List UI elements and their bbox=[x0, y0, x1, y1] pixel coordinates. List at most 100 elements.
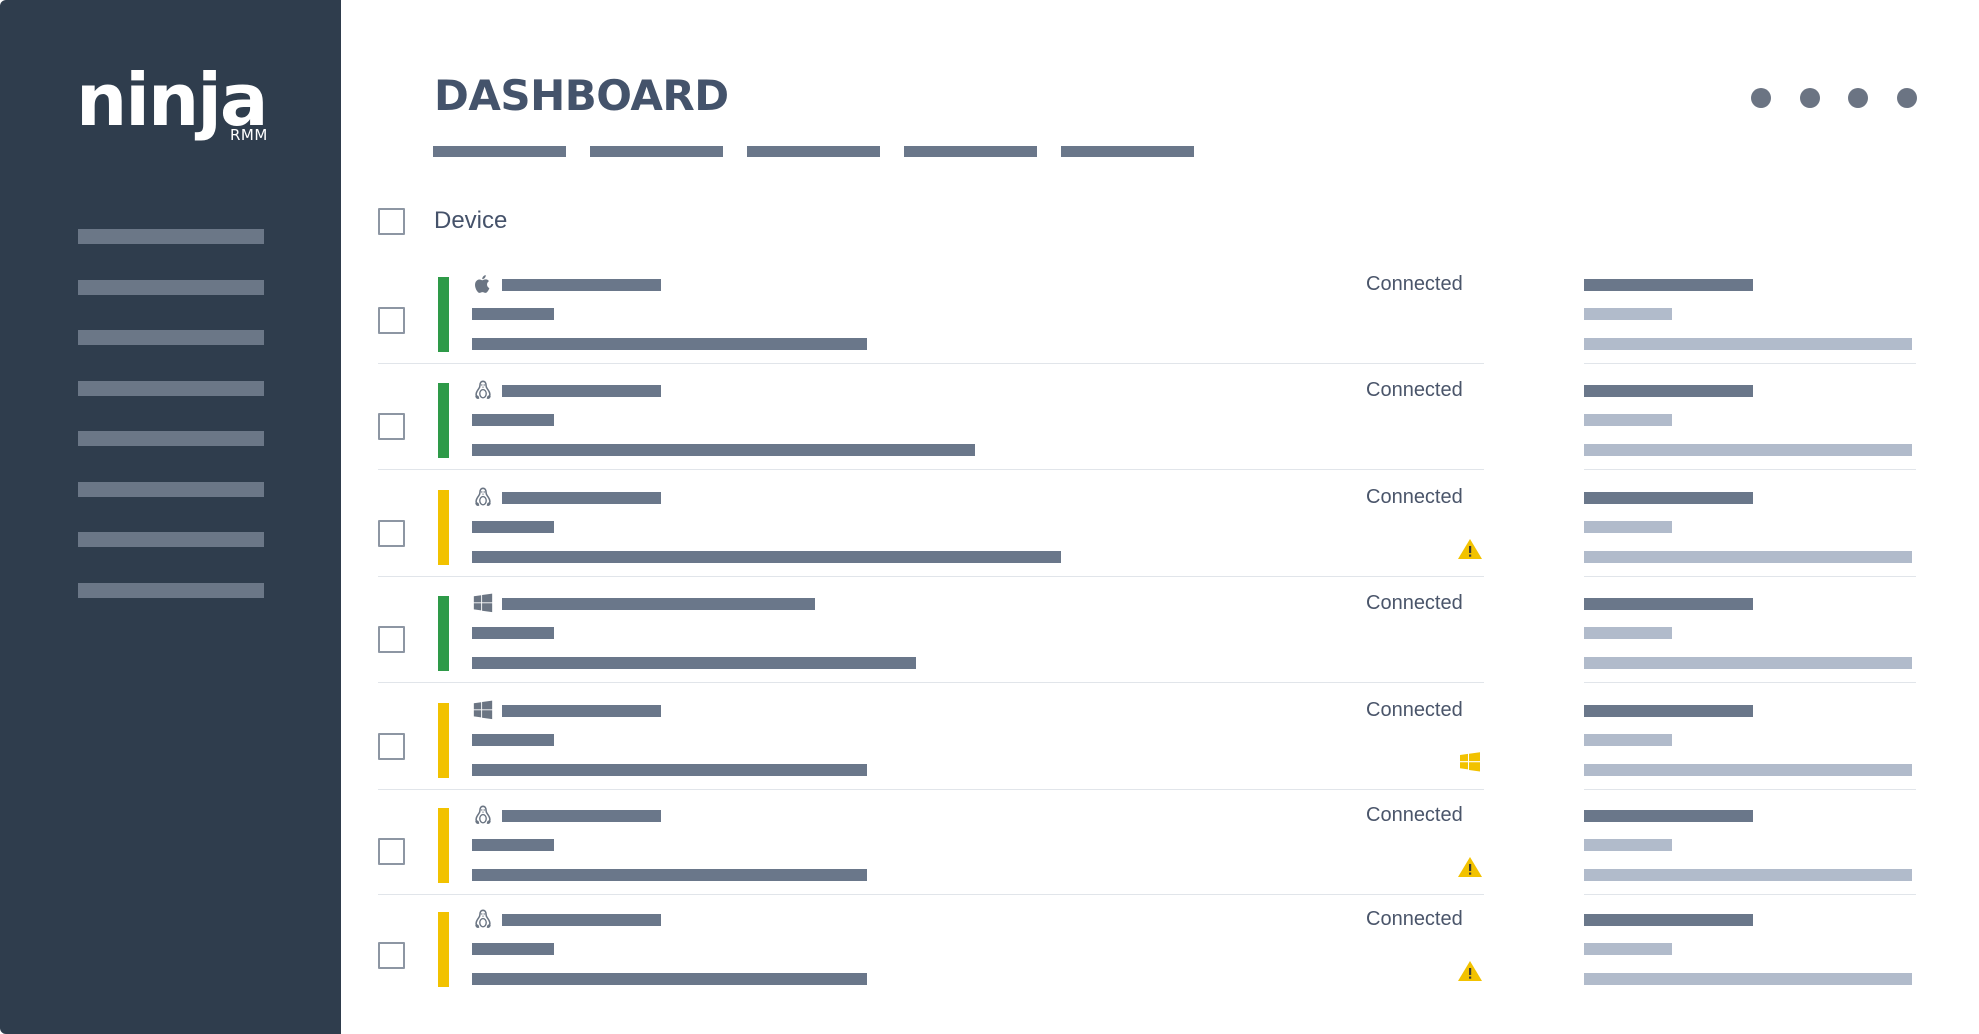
device-detail-placeholder bbox=[472, 734, 554, 746]
page-title: DASHBOARD bbox=[434, 71, 729, 120]
device-detail-placeholder bbox=[472, 308, 554, 320]
meta-tertiary-placeholder bbox=[1584, 338, 1912, 350]
device-name-placeholder[interactable] bbox=[502, 598, 815, 610]
row-checkbox[interactable] bbox=[378, 838, 405, 865]
connection-status: Connected bbox=[1366, 486, 1463, 508]
device-row[interactable]: Connected bbox=[378, 377, 1918, 483]
header-action-dot-1[interactable] bbox=[1751, 88, 1771, 108]
tab-3[interactable] bbox=[747, 146, 880, 157]
tab-4[interactable] bbox=[904, 146, 1037, 157]
apple-icon bbox=[472, 273, 494, 295]
device-detail-placeholder bbox=[472, 839, 554, 851]
device-name-placeholder[interactable] bbox=[502, 385, 661, 397]
row-checkbox[interactable] bbox=[378, 942, 405, 969]
device-row[interactable]: Connected bbox=[378, 590, 1918, 696]
connection-status: Connected bbox=[1366, 273, 1463, 295]
row-checkbox[interactable] bbox=[378, 413, 405, 440]
tab-5[interactable] bbox=[1061, 146, 1194, 157]
device-detail-placeholder bbox=[472, 414, 554, 426]
health-status-bar bbox=[438, 383, 449, 458]
device-column-header: Device bbox=[434, 207, 508, 234]
device-row[interactable]: Connected bbox=[378, 802, 1918, 908]
meta-secondary-placeholder bbox=[1584, 521, 1672, 533]
meta-primary-placeholder bbox=[1584, 598, 1753, 610]
row-divider bbox=[1584, 789, 1916, 790]
header-action-dot-3[interactable] bbox=[1848, 88, 1868, 108]
device-name-placeholder[interactable] bbox=[502, 279, 661, 291]
device-info-placeholder bbox=[472, 973, 867, 985]
row-divider bbox=[378, 682, 1484, 683]
sidebar-item-6[interactable] bbox=[78, 482, 264, 497]
health-status-bar bbox=[438, 912, 449, 987]
meta-tertiary-placeholder bbox=[1584, 869, 1912, 881]
sidebar-item-1[interactable] bbox=[78, 229, 264, 244]
device-name-placeholder[interactable] bbox=[502, 705, 661, 717]
row-divider bbox=[1584, 469, 1916, 470]
device-name-placeholder[interactable] bbox=[502, 810, 661, 822]
sidebar-item-4[interactable] bbox=[78, 381, 264, 396]
ninja-rmm-logo[interactable]: ninja RMM bbox=[76, 60, 276, 150]
device-info-placeholder bbox=[472, 551, 1061, 563]
sidebar-item-3[interactable] bbox=[78, 330, 264, 345]
linux-icon bbox=[472, 908, 494, 930]
header-action-dot-4[interactable] bbox=[1897, 88, 1917, 108]
warning-icon[interactable] bbox=[1457, 958, 1483, 984]
sidebar-item-8[interactable] bbox=[78, 583, 264, 598]
warning-icon[interactable] bbox=[1457, 854, 1483, 880]
row-divider bbox=[1584, 576, 1916, 577]
meta-primary-placeholder bbox=[1584, 914, 1753, 926]
health-status-bar bbox=[438, 703, 449, 778]
device-row[interactable]: Connected bbox=[378, 697, 1918, 803]
health-status-bar bbox=[438, 596, 449, 671]
row-divider bbox=[378, 894, 1484, 895]
sidebar-item-2[interactable] bbox=[78, 280, 264, 295]
warning-icon[interactable] bbox=[1457, 536, 1483, 562]
connection-status: Connected bbox=[1366, 908, 1463, 930]
row-checkbox[interactable] bbox=[378, 733, 405, 760]
device-name-placeholder[interactable] bbox=[502, 492, 661, 504]
linux-icon bbox=[472, 379, 494, 401]
windows-update-icon[interactable] bbox=[1457, 749, 1483, 775]
meta-secondary-placeholder bbox=[1584, 627, 1672, 639]
sidebar-item-7[interactable] bbox=[78, 532, 264, 547]
device-row[interactable]: Connected bbox=[378, 906, 1918, 1012]
meta-secondary-placeholder bbox=[1584, 734, 1672, 746]
select-all-checkbox[interactable] bbox=[378, 208, 405, 235]
row-divider bbox=[1584, 363, 1916, 364]
meta-secondary-placeholder bbox=[1584, 414, 1672, 426]
tab-2[interactable] bbox=[590, 146, 723, 157]
health-status-bar bbox=[438, 808, 449, 883]
row-divider bbox=[1584, 894, 1916, 895]
meta-secondary-placeholder bbox=[1584, 943, 1672, 955]
header-action-dot-2[interactable] bbox=[1800, 88, 1820, 108]
logo-wordmark: ninja bbox=[76, 58, 268, 142]
device-name-placeholder[interactable] bbox=[502, 914, 661, 926]
row-checkbox[interactable] bbox=[378, 626, 405, 653]
row-divider bbox=[378, 789, 1484, 790]
health-status-bar bbox=[438, 277, 449, 352]
meta-tertiary-placeholder bbox=[1584, 764, 1912, 776]
sidebar-item-5[interactable] bbox=[78, 431, 264, 446]
device-row[interactable]: Connected bbox=[378, 484, 1918, 590]
device-info-placeholder bbox=[472, 444, 975, 456]
meta-secondary-placeholder bbox=[1584, 308, 1672, 320]
tab-1[interactable] bbox=[433, 146, 566, 157]
meta-primary-placeholder bbox=[1584, 385, 1753, 397]
device-info-placeholder bbox=[472, 869, 867, 881]
meta-primary-placeholder bbox=[1584, 810, 1753, 822]
meta-primary-placeholder bbox=[1584, 705, 1753, 717]
device-detail-placeholder bbox=[472, 943, 554, 955]
device-info-placeholder bbox=[472, 338, 867, 350]
row-divider bbox=[1584, 682, 1916, 683]
health-status-bar bbox=[438, 490, 449, 565]
device-row[interactable]: Connected bbox=[378, 271, 1918, 377]
row-divider bbox=[378, 469, 1484, 470]
meta-primary-placeholder bbox=[1584, 279, 1753, 291]
meta-secondary-placeholder bbox=[1584, 839, 1672, 851]
meta-tertiary-placeholder bbox=[1584, 551, 1912, 563]
meta-tertiary-placeholder bbox=[1584, 444, 1912, 456]
row-checkbox[interactable] bbox=[378, 520, 405, 547]
row-checkbox[interactable] bbox=[378, 307, 405, 334]
row-divider bbox=[378, 576, 1484, 577]
meta-tertiary-placeholder bbox=[1584, 973, 1912, 985]
